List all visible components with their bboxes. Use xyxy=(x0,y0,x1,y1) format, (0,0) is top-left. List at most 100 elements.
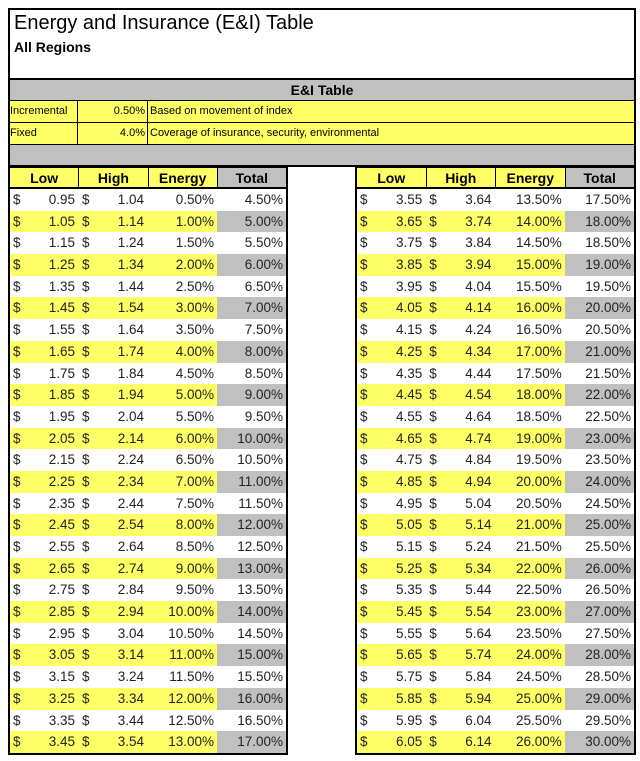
energy-cell[interactable]: 7.00% xyxy=(148,470,217,493)
energy-cell[interactable]: 14.00% xyxy=(495,210,565,233)
high-cell[interactable]: $5.84 xyxy=(429,669,492,685)
low-cell[interactable]: $1.65 xyxy=(10,340,79,363)
param-desc[interactable]: Coverage of insurance, security, environ… xyxy=(150,127,380,139)
total-cell[interactable]: 8.50% xyxy=(244,365,283,381)
low-cell[interactable]: $2.75 xyxy=(13,582,75,598)
high-cell[interactable]: $1.04 xyxy=(82,192,144,207)
high-cell[interactable]: $3.04 xyxy=(82,625,144,641)
param-desc[interactable]: Based on movement of index xyxy=(150,105,293,117)
total-cell[interactable]: 20.50% xyxy=(585,322,631,338)
low-cell[interactable]: $4.45 xyxy=(357,384,427,406)
param-value[interactable]: 4.0% xyxy=(78,123,148,144)
total-cell[interactable]: 9.50% xyxy=(244,408,283,424)
high-cell[interactable]: $5.04 xyxy=(429,495,492,511)
total-cell[interactable]: 28.00% xyxy=(564,644,634,667)
low-cell[interactable]: $5.65 xyxy=(357,644,427,667)
high-cell[interactable]: $3.14 xyxy=(79,644,148,667)
energy-cell[interactable]: 5.50% xyxy=(175,408,214,424)
energy-cell[interactable]: 24.50% xyxy=(515,669,562,685)
high-cell[interactable]: $1.84 xyxy=(82,365,144,381)
col-header-energy[interactable]: Energy xyxy=(148,167,218,187)
total-cell[interactable]: 21.00% xyxy=(564,340,634,363)
energy-cell[interactable]: 6.00% xyxy=(148,427,217,450)
energy-cell[interactable]: 21.50% xyxy=(515,539,562,554)
col-header-low[interactable]: Low xyxy=(357,167,427,187)
high-cell[interactable]: $4.34 xyxy=(426,340,496,363)
high-cell[interactable]: $6.14 xyxy=(426,731,496,753)
low-cell[interactable]: $4.25 xyxy=(357,340,427,363)
high-cell[interactable]: $4.44 xyxy=(429,365,492,381)
high-cell[interactable]: $5.54 xyxy=(426,601,496,623)
total-cell[interactable]: 14.50% xyxy=(237,625,283,641)
total-cell[interactable]: 18.50% xyxy=(585,235,631,251)
high-cell[interactable]: $1.34 xyxy=(79,254,148,276)
param-label[interactable]: Fixed xyxy=(8,123,78,144)
low-cell[interactable]: $1.35 xyxy=(13,278,75,294)
high-cell[interactable]: $3.64 xyxy=(429,192,492,207)
total-cell[interactable]: 7.50% xyxy=(244,322,283,338)
high-cell[interactable]: $4.64 xyxy=(429,408,492,424)
energy-cell[interactable]: 19.00% xyxy=(495,427,565,450)
high-cell[interactable]: $4.14 xyxy=(426,297,496,320)
low-cell[interactable]: $3.95 xyxy=(360,278,423,294)
low-cell[interactable]: $1.15 xyxy=(13,235,75,251)
total-cell[interactable]: 27.50% xyxy=(585,625,631,641)
total-cell[interactable]: 15.00% xyxy=(217,644,286,667)
total-cell[interactable]: 7.00% xyxy=(217,297,286,320)
total-cell[interactable]: 25.50% xyxy=(585,539,631,554)
low-cell[interactable]: $1.55 xyxy=(13,322,75,338)
param-value[interactable]: 0.50% xyxy=(78,101,148,122)
energy-cell[interactable]: 22.00% xyxy=(495,557,565,580)
energy-cell[interactable]: 14.50% xyxy=(515,235,562,251)
high-cell[interactable]: $2.64 xyxy=(82,539,144,554)
low-cell[interactable]: $3.85 xyxy=(357,254,427,276)
low-cell[interactable]: $5.85 xyxy=(357,687,427,710)
low-cell[interactable]: $4.15 xyxy=(360,322,423,338)
low-cell[interactable]: $1.25 xyxy=(10,254,79,276)
total-cell[interactable]: 14.00% xyxy=(217,601,286,623)
energy-cell[interactable]: 6.50% xyxy=(175,452,214,468)
total-cell[interactable]: 23.00% xyxy=(564,427,634,450)
energy-cell[interactable]: 20.00% xyxy=(495,470,565,493)
energy-cell[interactable]: 3.50% xyxy=(175,322,214,338)
energy-cell[interactable]: 2.00% xyxy=(148,254,217,276)
low-cell[interactable]: $4.35 xyxy=(360,365,423,381)
energy-cell[interactable]: 24.00% xyxy=(495,644,565,667)
param-label[interactable]: Incremental xyxy=(8,101,78,122)
energy-cell[interactable]: 11.50% xyxy=(169,669,214,685)
col-header-high[interactable]: High xyxy=(79,167,149,187)
energy-cell[interactable]: 2.50% xyxy=(175,278,214,294)
low-cell[interactable]: $1.85 xyxy=(10,384,79,406)
total-cell[interactable]: 6.00% xyxy=(217,254,286,276)
total-cell[interactable]: 12.00% xyxy=(217,514,286,536)
low-cell[interactable]: $3.15 xyxy=(13,669,75,685)
energy-cell[interactable]: 15.50% xyxy=(515,278,562,294)
high-cell[interactable]: $4.74 xyxy=(426,427,496,450)
low-cell[interactable]: $5.95 xyxy=(360,712,423,728)
high-cell[interactable]: $5.74 xyxy=(426,644,496,667)
low-cell[interactable]: $4.55 xyxy=(360,408,423,424)
energy-cell[interactable]: 1.50% xyxy=(175,235,214,251)
energy-cell[interactable]: 11.00% xyxy=(148,644,217,667)
col-header-low[interactable]: Low xyxy=(10,167,80,187)
high-cell[interactable]: $2.44 xyxy=(82,495,144,511)
energy-cell[interactable]: 13.50% xyxy=(515,192,562,207)
total-cell[interactable]: 10.00% xyxy=(217,427,286,450)
high-cell[interactable]: $5.44 xyxy=(429,582,492,598)
high-cell[interactable]: $2.34 xyxy=(79,470,148,493)
low-cell[interactable]: $6.05 xyxy=(357,731,427,753)
energy-cell[interactable]: 18.00% xyxy=(495,384,565,406)
total-cell[interactable]: 22.00% xyxy=(564,384,634,406)
high-cell[interactable]: $4.94 xyxy=(426,470,496,493)
energy-cell[interactable]: 16.00% xyxy=(495,297,565,320)
energy-cell[interactable]: 9.50% xyxy=(175,582,214,598)
low-cell[interactable]: $4.85 xyxy=(357,470,427,493)
energy-cell[interactable]: 12.00% xyxy=(148,687,217,710)
low-cell[interactable]: $1.45 xyxy=(10,297,79,320)
low-cell[interactable]: $2.65 xyxy=(10,557,79,580)
low-cell[interactable]: $3.45 xyxy=(10,731,79,753)
low-cell[interactable]: $2.35 xyxy=(13,495,75,511)
total-cell[interactable]: 19.00% xyxy=(564,254,634,276)
high-cell[interactable]: $1.14 xyxy=(79,210,148,233)
energy-cell[interactable]: 17.00% xyxy=(495,340,565,363)
